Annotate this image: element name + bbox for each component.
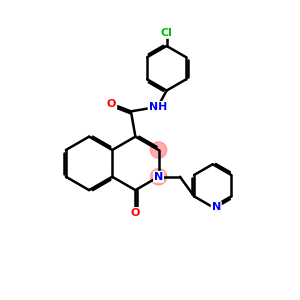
Circle shape (150, 169, 167, 185)
Text: O: O (131, 208, 140, 218)
Circle shape (150, 142, 167, 158)
Text: O: O (107, 99, 116, 109)
Text: Cl: Cl (161, 28, 172, 38)
Text: NH: NH (148, 102, 167, 112)
Text: N: N (154, 172, 163, 182)
Text: N: N (212, 202, 221, 212)
